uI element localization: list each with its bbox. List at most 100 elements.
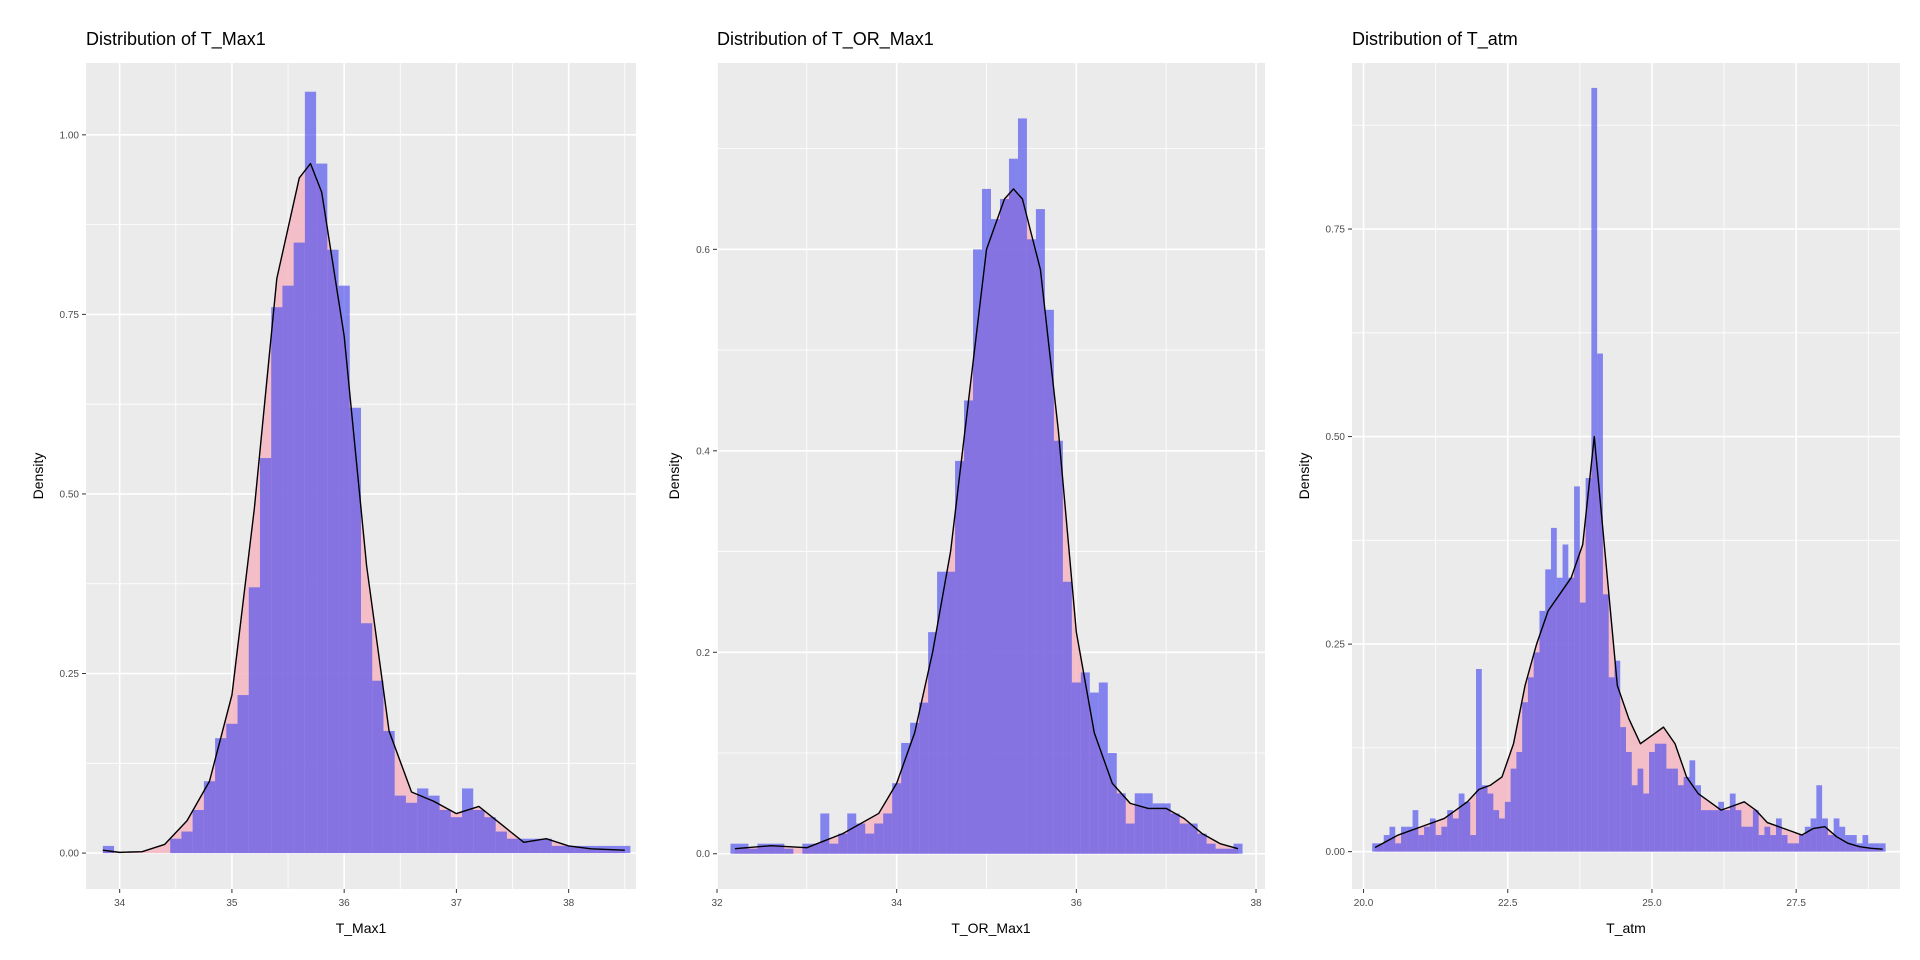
density-line — [102, 162, 625, 854]
histogram-bar — [1053, 440, 1063, 854]
y-tick-label: 0.50 — [1326, 432, 1346, 443]
histogram-bar — [838, 833, 848, 854]
histogram-bar — [1179, 823, 1189, 854]
histogram-bar — [1134, 793, 1144, 854]
histogram-bar — [304, 91, 317, 854]
histogram-bar — [1741, 826, 1748, 852]
histogram-bar — [757, 843, 767, 854]
histogram-bar — [1161, 803, 1171, 854]
density-line — [734, 188, 1239, 850]
histogram-bar — [730, 843, 740, 854]
y-tick-label: 0.25 — [60, 669, 80, 680]
histogram-bar — [619, 845, 631, 854]
histogram-bar — [964, 400, 974, 854]
histogram-bar — [1747, 826, 1753, 852]
histogram-bar — [1787, 843, 1794, 852]
histogram-bar — [1602, 594, 1609, 852]
histogram-bar — [518, 838, 530, 854]
y-tick-label: 0.6 — [696, 245, 710, 256]
histogram-bar — [982, 188, 991, 854]
y-axis-label: Density — [30, 453, 46, 500]
histogram-bar — [1170, 813, 1180, 854]
x-tick-label: 32 — [711, 898, 723, 909]
histogram-bar — [1089, 692, 1099, 854]
chart-panel-1: 34 35 36 37 38 0.00 0.25 0.50 0.75 1.00 Distributi… — [30, 29, 636, 936]
histogram-bar — [192, 809, 204, 854]
x-tick-label: 25.0 — [1642, 898, 1662, 909]
histogram-bar — [383, 730, 395, 854]
histogram-bar — [1562, 544, 1569, 852]
histogram-bar — [338, 285, 350, 854]
histogram-bar — [1654, 743, 1661, 852]
y-tick-label: 0.4 — [696, 446, 710, 457]
histogram-bar — [928, 632, 938, 854]
histogram-bar — [748, 848, 758, 854]
histogram-bar — [1412, 810, 1419, 852]
histogram-bar — [1833, 818, 1840, 852]
density-line — [1374, 435, 1883, 850]
histogram-bar — [1695, 785, 1701, 852]
histogram-bar — [1424, 826, 1430, 852]
histogram-bar — [1044, 309, 1054, 854]
histogram-bar — [203, 781, 216, 854]
histogram-bar — [1724, 810, 1730, 852]
histogram-bar — [1447, 810, 1453, 852]
histogram-bar — [1631, 785, 1638, 852]
histogram-bar — [1435, 835, 1442, 852]
histogram-bar — [919, 702, 929, 854]
histogram-bar — [484, 817, 496, 854]
histogram-bar — [1712, 810, 1719, 852]
histogram-bar — [874, 823, 884, 854]
y-tick-label: 0.0 — [696, 849, 710, 860]
y-tick-label: 0.50 — [60, 489, 80, 500]
histogram-bar — [450, 817, 463, 854]
histogram-bar — [181, 831, 193, 854]
histogram-bar — [1597, 353, 1603, 852]
histogram-bar — [1856, 843, 1863, 852]
histogram-bar — [506, 838, 519, 854]
histogram-bar — [1406, 826, 1413, 852]
histogram-bar — [1125, 823, 1135, 854]
histogram-bar — [1197, 833, 1207, 854]
histogram-bar — [1080, 672, 1090, 854]
y-tick-label: 0.25 — [1326, 640, 1346, 651]
histogram-bar — [226, 723, 238, 854]
histogram-bar — [102, 845, 115, 854]
histogram-bar — [462, 788, 474, 854]
histogram-bar — [237, 695, 249, 854]
y-tick-label: 0.75 — [1326, 225, 1346, 236]
histogram-bar — [739, 843, 749, 854]
histogram-bar — [1827, 835, 1834, 852]
histogram-bar — [1666, 768, 1673, 852]
histogram-bar — [1441, 826, 1448, 852]
histogram-bar — [1224, 848, 1234, 854]
histogram-bar — [775, 843, 785, 854]
histogram-bar — [394, 795, 406, 854]
y-axis-label: Density — [1296, 453, 1312, 500]
histogram-bar — [946, 571, 956, 854]
histogram-bar — [1689, 760, 1696, 852]
histogram-bar — [937, 571, 947, 854]
y-tick-label: 0.2 — [696, 648, 710, 659]
histogram-bar — [1660, 743, 1667, 852]
histogram-bar — [1035, 209, 1045, 854]
histogram-bar — [1839, 826, 1846, 852]
histogram-bar — [1816, 785, 1823, 852]
histogram-bar — [349, 407, 361, 854]
histogram-bar — [1810, 818, 1817, 852]
histogram-bar — [847, 813, 857, 854]
histogram-bar — [1383, 835, 1390, 852]
histogram-bar — [1452, 818, 1459, 852]
histogram-bar — [1062, 581, 1072, 854]
histogram-bar — [1556, 577, 1563, 852]
histogram-bar — [1539, 610, 1546, 852]
histogram-bar — [1608, 677, 1615, 852]
histogram-bar — [1850, 835, 1857, 852]
x-tick-label: 36 — [1071, 898, 1083, 909]
histogram-bar — [1758, 835, 1765, 852]
histogram-bar — [901, 742, 911, 854]
histogram-bar — [1481, 785, 1488, 852]
histogram-bar — [1614, 660, 1621, 852]
x-tick-label: 37 — [451, 898, 463, 909]
